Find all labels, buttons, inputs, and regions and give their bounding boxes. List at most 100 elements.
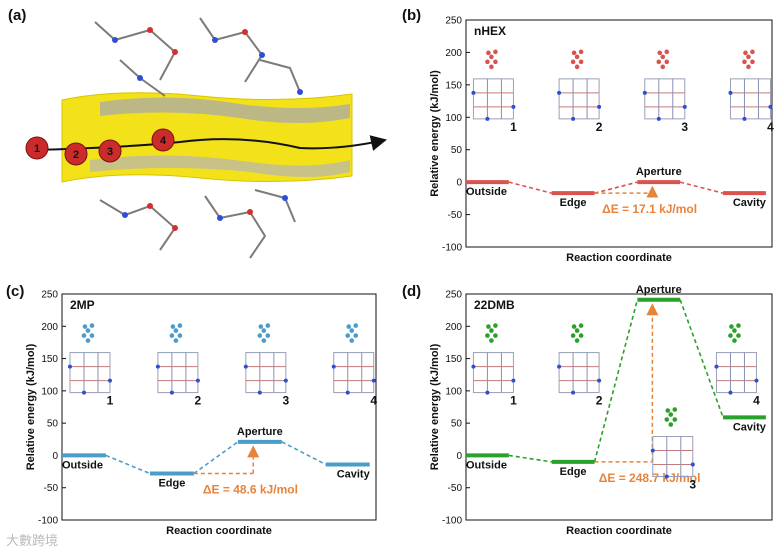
state-label-aperture: Aperture [636, 166, 682, 178]
watermark-text: 大數跨境 [6, 533, 58, 548]
structure-number-1: 1 [510, 394, 517, 408]
framework-structure-illustration [29, 17, 387, 259]
path-marker-4: 4 [151, 128, 175, 152]
state-label-edge: Edge [560, 197, 587, 209]
y-tick-label: 150 [445, 80, 462, 91]
guest-structure-3 [650, 407, 695, 479]
series-title: 2MP [70, 298, 95, 312]
y-tick-label: 250 [445, 16, 462, 27]
panel-b-chart: (b) -100 -50 0 50 100 150 200 250 Relative energy… [402, 7, 774, 264]
state-label-outside: Outside [466, 186, 507, 198]
connector-line [680, 181, 724, 194]
y-tick-label: 50 [451, 145, 463, 156]
path-marker-3: 3 [98, 139, 122, 163]
guest-structure-2 [557, 49, 602, 121]
y-tick-label: 50 [451, 419, 463, 430]
panel-c-chart: (c) -100 -50 0 50 100 150 200 250 Relative energy… [6, 283, 377, 537]
x-axis-title: Reaction coordinate [566, 252, 672, 264]
y-tick-label: -50 [448, 483, 463, 494]
panel-b-label: (b) [402, 7, 421, 24]
path-marker-3-label: 3 [107, 146, 113, 158]
y-tick-label: 100 [445, 386, 462, 397]
series-title: nHEX [474, 24, 506, 38]
guest-structure-2 [155, 323, 200, 395]
guest-structure-1 [471, 323, 516, 395]
guest-structure-3 [642, 49, 687, 121]
structure-number-3: 3 [681, 120, 688, 134]
panel-a: (a) [8, 7, 387, 259]
y-tick-label: 50 [47, 419, 59, 430]
y-tick-label: -100 [442, 243, 462, 254]
state-label-cavity: Cavity [733, 197, 767, 209]
y-axis-title: Relative energy (kJ/mol) [429, 343, 441, 470]
state-label-edge: Edge [560, 466, 587, 478]
state-label-edge: Edge [158, 478, 185, 490]
barrier-label: ΔE = 48.6 kJ/mol [203, 483, 298, 497]
y-tick-label: 100 [41, 386, 58, 397]
series-title: 22DMB [474, 298, 515, 312]
state-label-cavity: Cavity [337, 468, 371, 480]
plot-frame [465, 19, 773, 248]
y-tick-label: 250 [445, 290, 462, 301]
guest-structure-3 [243, 323, 288, 395]
structure-number-4: 4 [370, 394, 377, 408]
plot-frame [465, 293, 773, 521]
state-label-outside: Outside [466, 459, 507, 471]
y-axis-title: Relative energy (kJ/mol) [429, 70, 441, 197]
guest-structure-4 [331, 323, 376, 395]
y-tick-label: 100 [445, 113, 462, 124]
panel-c-label: (c) [6, 283, 24, 300]
y-tick-label: 200 [445, 48, 462, 59]
structure-number-2: 2 [596, 120, 603, 134]
y-tick-label: 0 [456, 178, 462, 189]
guest-structure-4 [714, 323, 759, 395]
path-marker-2-label: 2 [73, 149, 79, 161]
plot-frame [61, 293, 377, 521]
connector-line [508, 181, 552, 194]
structure-number-4: 4 [767, 120, 774, 134]
structure-number-3: 3 [282, 394, 289, 408]
structure-number-2: 2 [596, 394, 603, 408]
structure-number-3: 3 [689, 478, 696, 492]
state-label-aperture: Aperture [237, 426, 283, 438]
connector-line [508, 454, 552, 463]
connector-line [594, 181, 638, 194]
path-marker-4-label: 4 [160, 135, 167, 147]
panel-d-chart: (d) -100 -50 0 50 100 150 200 250 Relative energy… [402, 283, 773, 537]
y-tick-label: 250 [41, 290, 58, 301]
structure-number-1: 1 [510, 120, 517, 134]
guest-structure-2 [557, 323, 602, 395]
guest-structure-1 [67, 323, 112, 395]
guest-structure-4 [728, 49, 773, 121]
state-label-aperture: Aperture [636, 284, 682, 296]
path-marker-1: 1 [25, 136, 49, 160]
x-axis-title: Reaction coordinate [166, 525, 272, 537]
y-tick-label: 150 [445, 354, 462, 365]
y-tick-label: 0 [52, 451, 58, 462]
y-tick-label: -50 [448, 210, 463, 221]
structure-number-1: 1 [107, 394, 114, 408]
y-tick-label: 200 [445, 322, 462, 333]
y-tick-label: -50 [44, 483, 59, 494]
panel-a-label: (a) [8, 7, 26, 24]
guest-structure-1 [471, 49, 516, 121]
structure-number-4: 4 [753, 394, 760, 408]
y-tick-label: 150 [41, 354, 58, 365]
connector-line [281, 441, 327, 466]
panel-d-label: (d) [402, 283, 421, 300]
y-tick-label: -100 [38, 516, 58, 527]
connector-line [193, 441, 239, 475]
y-tick-label: 0 [456, 451, 462, 462]
barrier-label: ΔE = 17.1 kJ/mol [602, 202, 697, 216]
y-tick-label: 200 [41, 322, 58, 333]
y-axis-title: Relative energy (kJ/mol) [25, 343, 37, 470]
x-axis-title: Reaction coordinate [566, 525, 672, 537]
y-tick-label: -100 [442, 516, 462, 527]
state-label-cavity: Cavity [733, 421, 767, 433]
structure-number-2: 2 [195, 394, 202, 408]
state-label-outside: Outside [62, 459, 103, 471]
barrier-label: ΔE = 248.7 kJ/mol [599, 471, 701, 485]
connector-line [105, 454, 151, 475]
path-marker-1-label: 1 [34, 143, 40, 155]
